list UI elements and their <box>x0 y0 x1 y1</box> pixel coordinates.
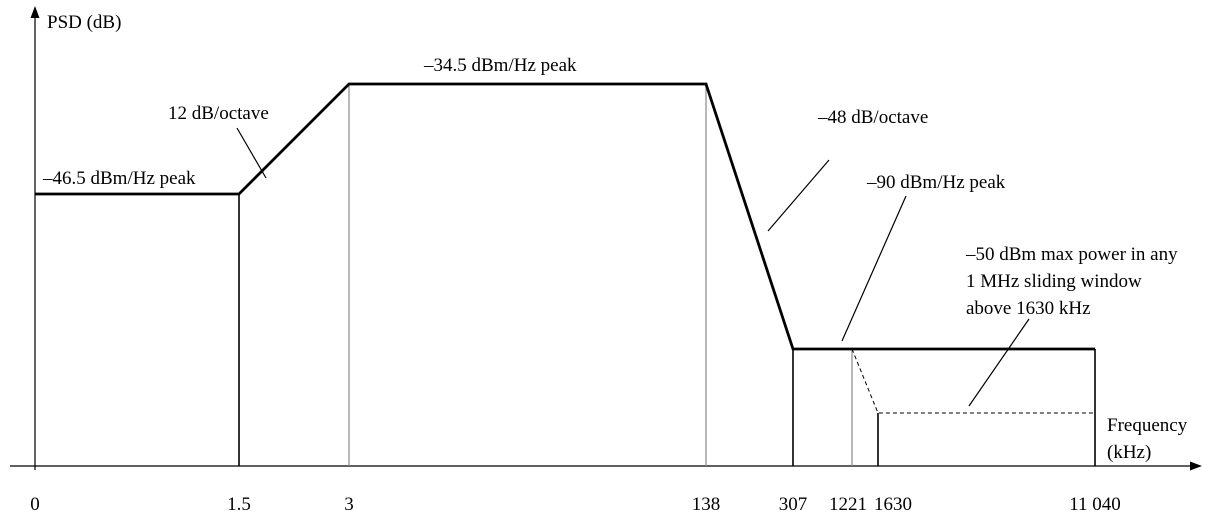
y-axis-arrow <box>30 6 40 18</box>
annotation-sliding-line-3: above 1630 kHz <box>966 298 1091 319</box>
tick-label: 138 <box>692 494 721 515</box>
annotation-stopband-peak: –90 dBm/Hz peak <box>866 172 1006 193</box>
tick-label: 307 <box>779 494 808 515</box>
y-axis-label: PSD (dB) <box>47 12 121 33</box>
psd-mask-line <box>35 82 1095 351</box>
x-axis-label-unit: (kHz) <box>1107 442 1151 463</box>
leader-rise-slope <box>236 127 267 179</box>
annotation-passband-peak: –34.5 dBm/Hz peak <box>423 55 577 76</box>
sliding-window-limit-dashed <box>851 348 1095 414</box>
annotation-fall-slope: –48 dB/octave <box>817 107 928 128</box>
tick-label: 11 040 <box>1069 494 1121 515</box>
tick-label: 3 <box>344 494 354 515</box>
tick-label: 1221 <box>829 494 867 515</box>
leader-sliding-window <box>968 318 1030 407</box>
annotation-low-band-peak: –46.5 dBm/Hz peak <box>42 168 196 189</box>
annotation-rise-slope: 12 dB/octave <box>168 103 269 124</box>
x-axis-arrow <box>1190 461 1202 471</box>
tick-label: 1.5 <box>227 494 251 515</box>
x-axis-label-frequency: Frequency <box>1107 415 1188 436</box>
tick-label: 1630 <box>874 494 912 515</box>
leader-stopband-peak <box>841 195 907 342</box>
annotation-sliding-line-2: 1 MHz sliding window <box>966 271 1142 292</box>
leader-fall-slope <box>767 159 830 232</box>
tick-label: 0 <box>30 494 40 515</box>
annotation-sliding-line-1: –50 dBm max power in any <box>965 244 1178 265</box>
